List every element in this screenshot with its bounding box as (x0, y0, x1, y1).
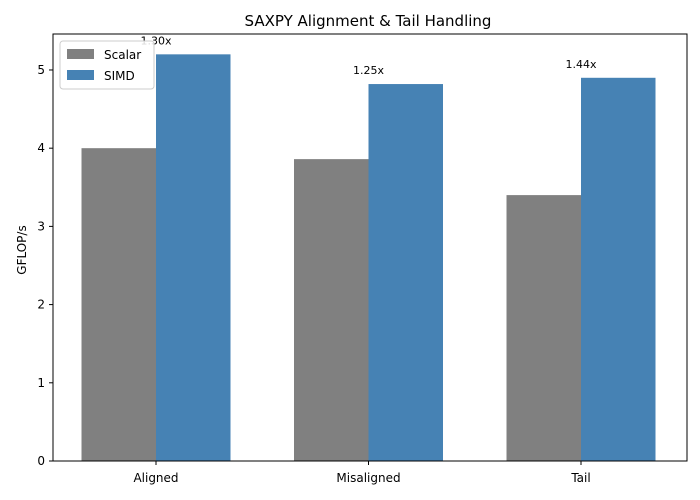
plot-frame (52, 33, 688, 462)
bar-simd-aligned (156, 54, 231, 461)
legend-swatch-simd (67, 70, 94, 80)
y-ticks-group: 0 1 2 3 4 5 (37, 63, 53, 468)
legend: Scalar SIMD (59, 40, 155, 90)
bar-scalar-aligned (81, 148, 156, 461)
legend-label-scalar: Scalar (104, 48, 141, 62)
bars-group (81, 54, 656, 462)
x-tick-label: Tail (570, 471, 590, 485)
legend-swatch-scalar (67, 49, 94, 59)
bar-simd-tail (581, 77, 656, 462)
y-tick-label: 4 (37, 141, 45, 155)
bar-simd-misaligned (368, 84, 443, 462)
speedup-annotation: 1.44x (565, 58, 596, 71)
legend-label-simd: SIMD (104, 69, 135, 83)
chart-title: SAXPY Alignment & Tail Handling (245, 12, 492, 30)
y-tick-label: 3 (37, 219, 45, 233)
speedup-annotation: 1.25x (353, 64, 384, 77)
x-ticks-group: Aligned Misaligned Tail (133, 461, 591, 485)
x-tick-label: Misaligned (336, 471, 400, 485)
bar-scalar-misaligned (294, 159, 369, 461)
y-tick-label: 5 (37, 63, 45, 77)
y-tick-label: 1 (37, 376, 45, 390)
y-tick-label: 0 (37, 454, 45, 468)
x-tick-label: Aligned (133, 471, 178, 485)
bar-scalar-tail (506, 195, 581, 461)
y-tick-label: 2 (37, 298, 45, 312)
y-axis-label: GFLOP/s (15, 225, 29, 274)
